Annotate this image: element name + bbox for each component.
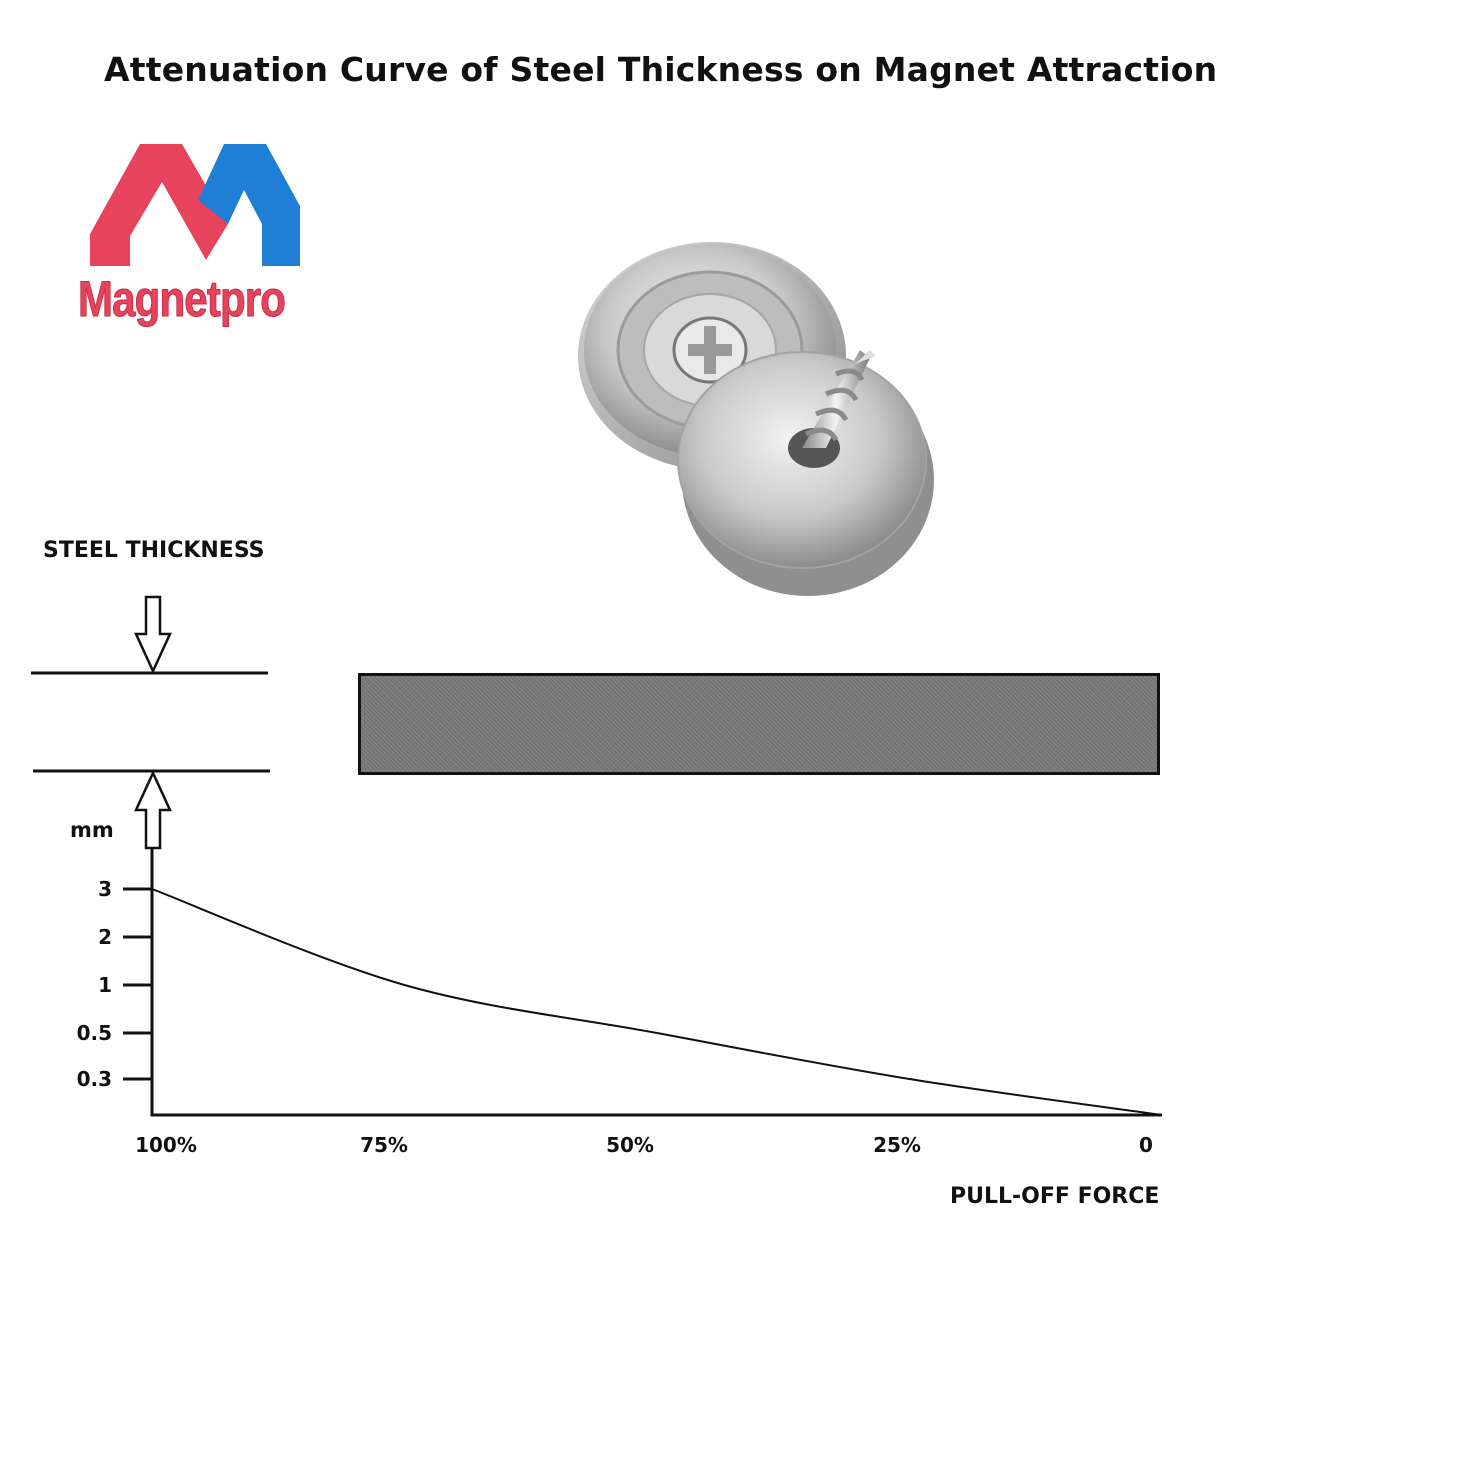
page-title: Attenuation Curve of Steel Thickness on … (104, 50, 1218, 89)
arrow-up-icon (134, 770, 172, 850)
x-axis-label: PULL-OFF FORCE (950, 1184, 1160, 1209)
x-ticks: 100% 75% 50% 25% 0 (135, 1133, 1153, 1157)
logo-wordmark: Magnetpro (78, 271, 287, 328)
y-tick-label: 3 (98, 877, 112, 901)
chart-axes (150, 848, 1162, 1117)
y-ticks: 3 2 1 0.5 0.3 (77, 877, 152, 1091)
logo-mark-icon (90, 144, 300, 266)
x-tick-label: 50% (606, 1133, 654, 1157)
y-axis-label: mm (70, 818, 114, 842)
steel-thickness-label: STEEL THICKNESS (43, 538, 265, 563)
x-tick-label: 0 (1139, 1133, 1153, 1157)
x-tick-label: 100% (135, 1133, 197, 1157)
x-tick-label: 75% (360, 1133, 408, 1157)
y-tick-label: 0.5 (77, 1021, 112, 1045)
y-tick-label: 2 (98, 925, 112, 949)
arrow-down-icon (134, 595, 172, 674)
magnet-product-image (570, 238, 950, 612)
steel-plate (358, 673, 1160, 775)
attenuation-curve (151, 888, 1163, 1116)
brand-logo: Magnetpro (78, 140, 328, 335)
x-tick-label: 25% (873, 1133, 921, 1157)
chart-series (151, 888, 1163, 1116)
y-tick-label: 0.3 (77, 1067, 112, 1091)
y-tick-label: 1 (98, 973, 112, 997)
